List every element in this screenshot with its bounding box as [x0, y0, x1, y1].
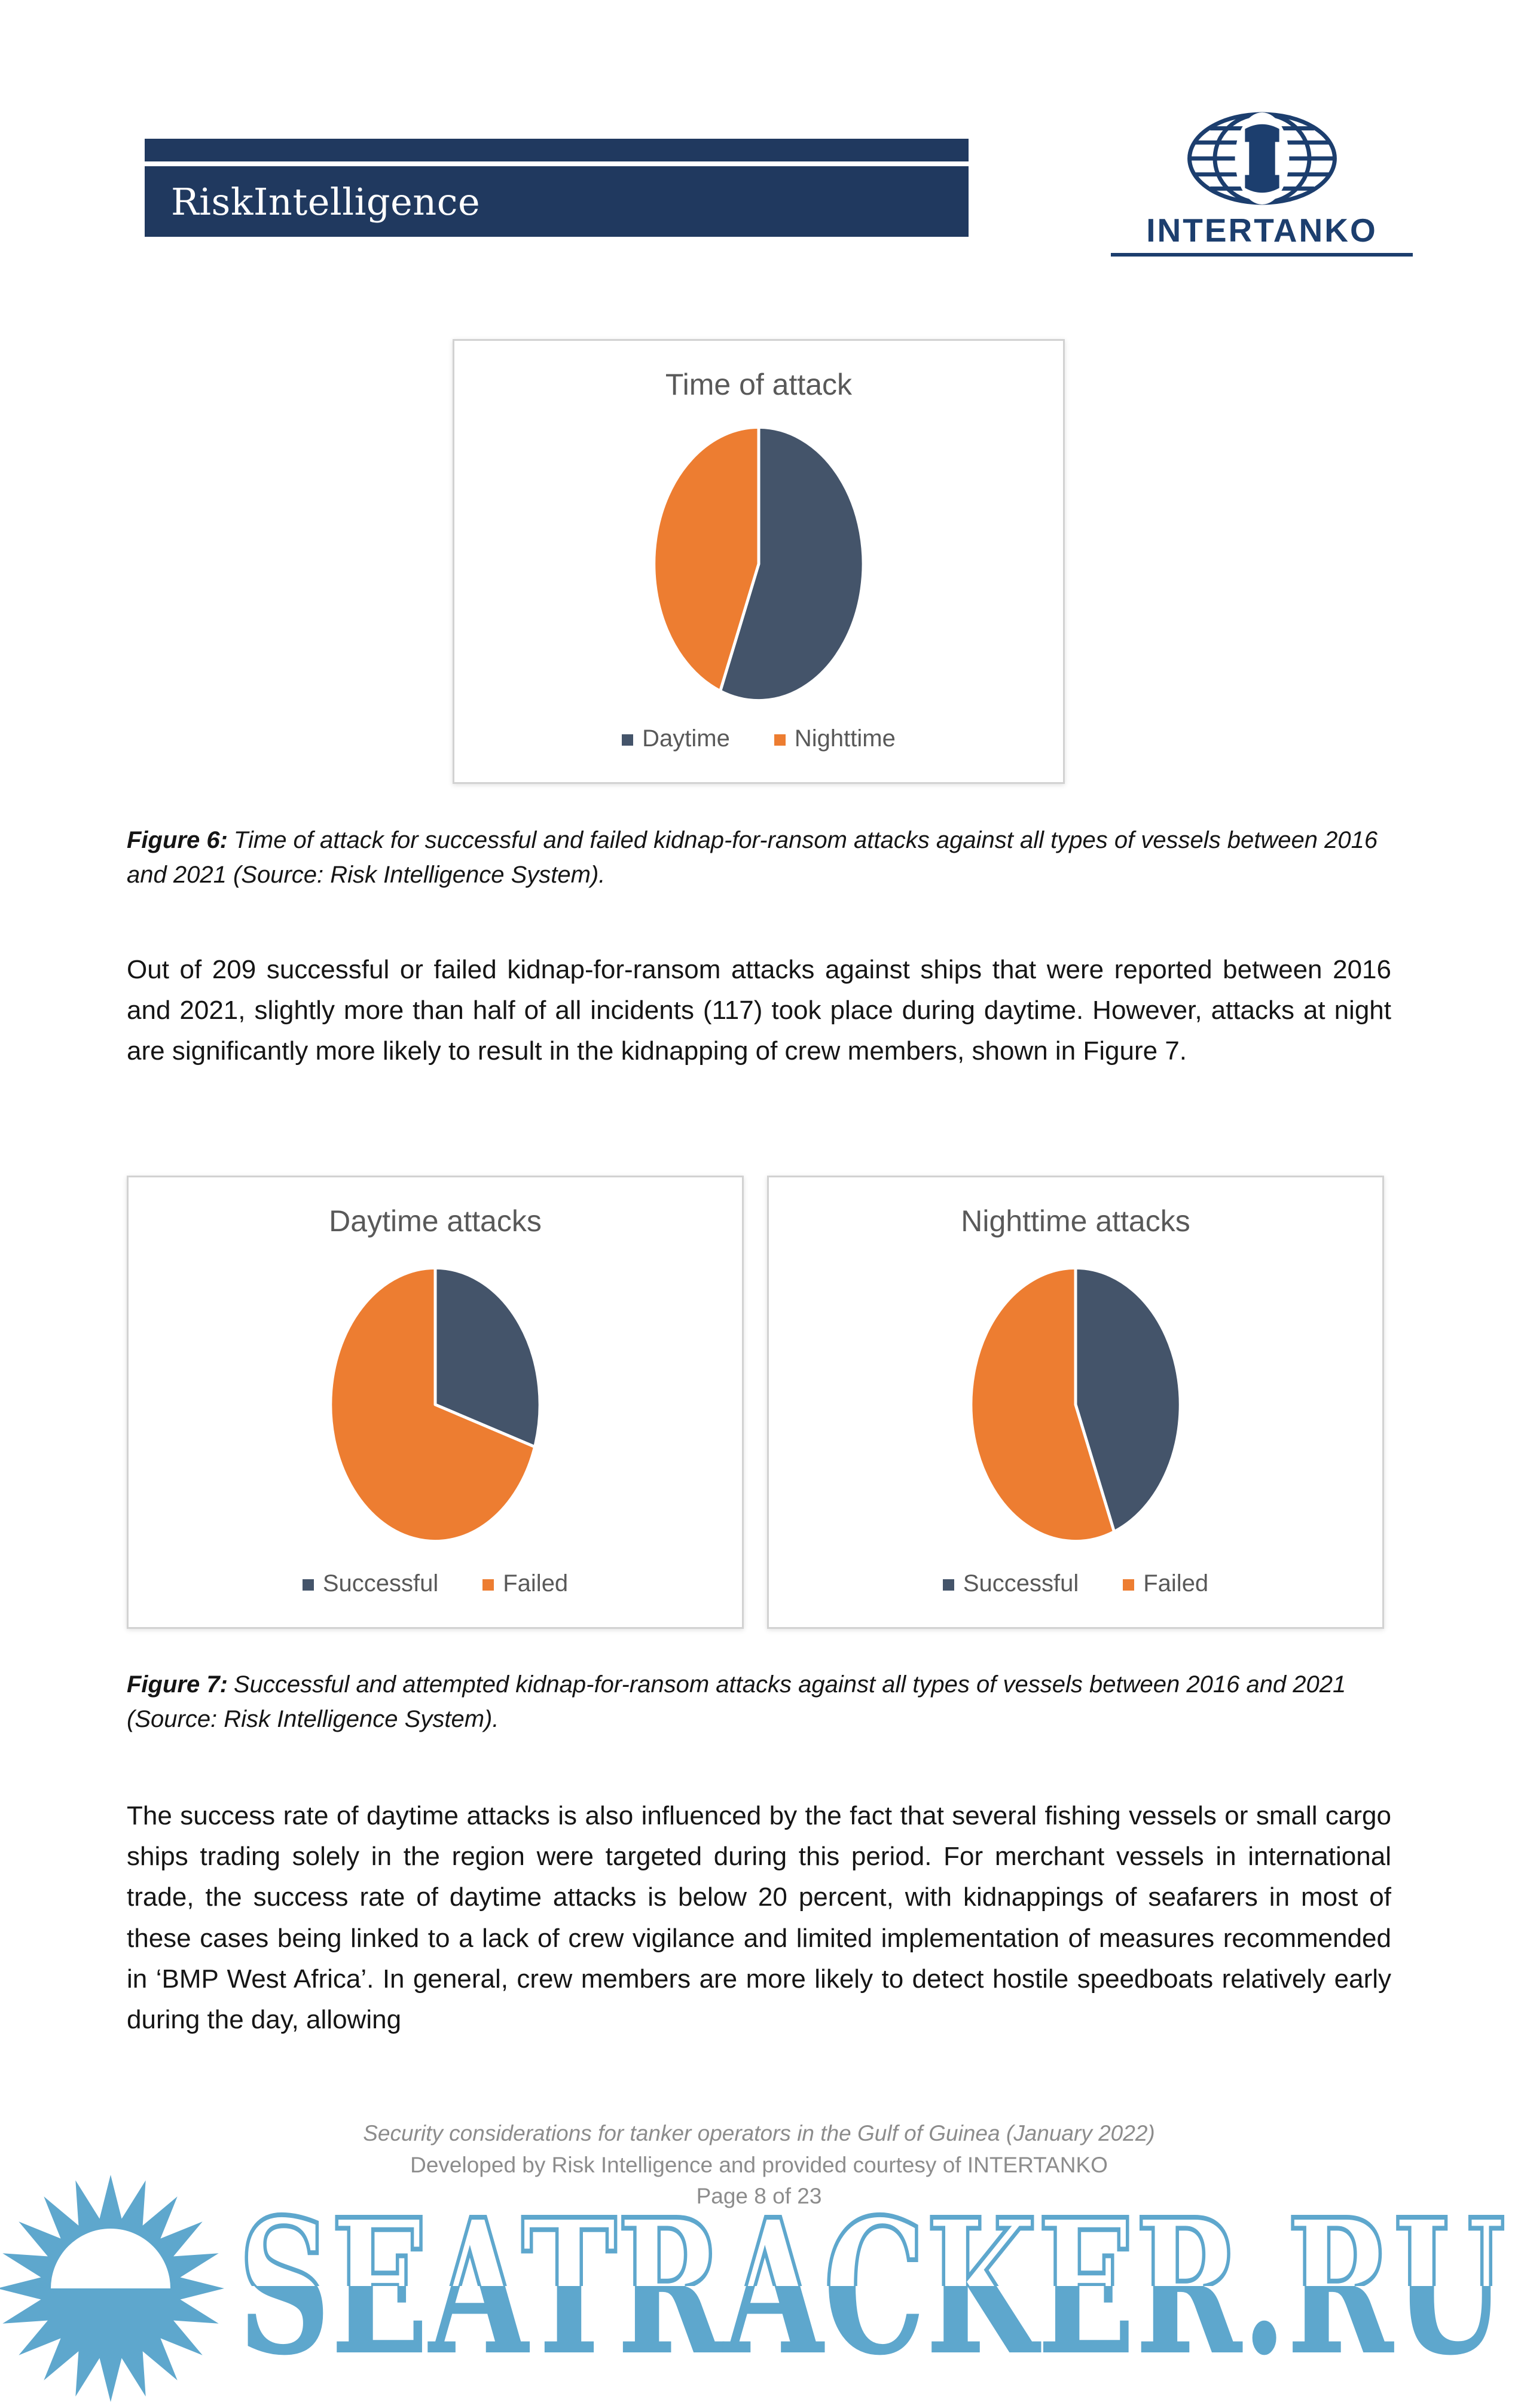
time-of-attack-pie: [652, 425, 865, 702]
figure7-caption-text: Successful and attempted kidnap-for-rans…: [127, 1671, 1346, 1732]
nighttime-attacks-chart-card: Nighttime attacks Successful Failed: [767, 1176, 1384, 1629]
watermark-text-solid: SEATRACKER.RU: [238, 2180, 1505, 2397]
figure7-caption: Figure 7: Successful and attempted kidnap…: [127, 1667, 1394, 1736]
legend-label: Successful: [322, 1570, 439, 1597]
legend-label: Failed: [503, 1570, 569, 1597]
figure6-caption: Figure 6: Time of attack for successful a…: [127, 823, 1394, 892]
chart-legend: Successful Failed: [302, 1570, 568, 1597]
body-paragraph-2: The success rate of daytime attacks is a…: [127, 1801, 1391, 2034]
daytime-attacks-pie: [329, 1266, 542, 1543]
footer-credit: Developed by Risk Intelligence and provi…: [410, 2152, 1108, 2177]
legend-item: Successful: [302, 1570, 439, 1597]
chart-title: Time of attack: [665, 368, 853, 401]
sun-over-water-icon: [0, 2172, 227, 2405]
legend-item: Nighttime: [774, 725, 896, 752]
footer-document-title: Security considerations for tanker opera…: [363, 2121, 1155, 2145]
footer-page-number: Page 8 of 23: [696, 2184, 822, 2209]
daytime-swatch-icon: [622, 734, 634, 746]
legend-label: Failed: [1143, 1570, 1209, 1597]
page-footer: Security considerations for tanker opera…: [0, 2118, 1518, 2212]
intertanko-logo-underline: [1111, 253, 1413, 257]
failed-swatch-icon: [482, 1579, 494, 1591]
failed-swatch-icon: [1123, 1579, 1135, 1591]
globe-icon: [1185, 111, 1339, 209]
intertanko-logo-text: INTERTANKO: [1146, 212, 1377, 249]
legend-label: Nighttime: [794, 725, 896, 752]
nighttime-swatch-icon: [774, 734, 786, 746]
risk-intelligence-logo-main-bar: RiskIntelligence: [145, 166, 969, 237]
chart-legend: Successful Failed: [942, 1570, 1208, 1597]
nighttime-attacks-pie: [969, 1266, 1182, 1543]
legend-item: Daytime: [622, 725, 730, 752]
chart-legend: Daytime Nighttime: [622, 725, 896, 752]
chart-title: Nighttime attacks: [961, 1204, 1190, 1238]
legend-item: Failed: [1123, 1570, 1208, 1597]
daytime-attacks-chart-card: Daytime attacks Successful Failed: [127, 1176, 744, 1629]
figure7-caption-label: Figure 7:: [127, 1671, 228, 1698]
successful-swatch-icon: [302, 1579, 314, 1591]
figure6-caption-text: Time of attack for successful and failed…: [127, 827, 1378, 888]
time-of-attack-chart-card: Time of attack Daytime Nighttime: [453, 339, 1065, 784]
watermark-text-outline: SEATRACKER.RU: [238, 2180, 1505, 2397]
legend-item: Failed: [482, 1570, 568, 1597]
risk-intelligence-logo-text: RiskIntelligence: [171, 179, 481, 224]
risk-intelligence-logo-gap: [145, 161, 969, 166]
successful-swatch-icon: [942, 1579, 954, 1591]
legend-label: Daytime: [642, 725, 730, 752]
body-paragraph-1: Out of 209 successful or failed kidnap-f…: [127, 955, 1391, 1066]
seatracker-watermark: SEATRACKER.RU SEATRACKER.RU: [236, 2177, 1518, 2398]
risk-intelligence-logo: RiskIntelligence: [145, 139, 969, 237]
figure6-caption-label: Figure 6:: [127, 827, 228, 853]
chart-title: Daytime attacks: [329, 1204, 542, 1238]
legend-item: Successful: [942, 1570, 1079, 1597]
risk-intelligence-logo-top-bar: [145, 139, 969, 161]
intertanko-logo: INTERTANKO: [1111, 111, 1413, 257]
legend-label: Successful: [963, 1570, 1079, 1597]
